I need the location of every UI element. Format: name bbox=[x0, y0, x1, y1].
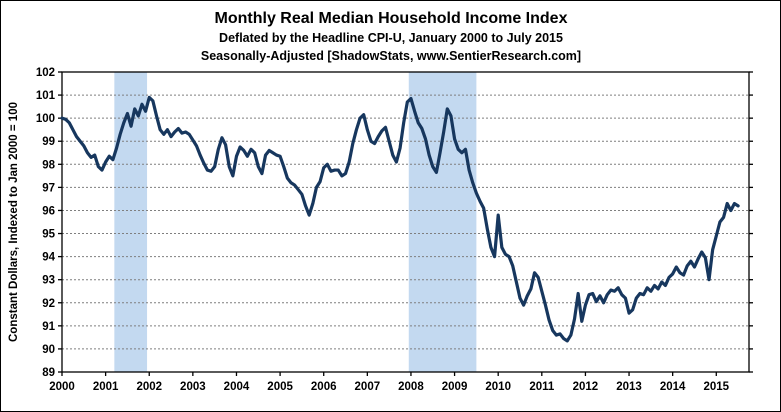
x-tick-label: 2001 bbox=[93, 381, 119, 393]
x-tick-label: 2007 bbox=[355, 381, 381, 393]
y-tick-label: 101 bbox=[36, 90, 56, 102]
y-axis-title: Constant Dollars, Indexed to Jan 2000 = … bbox=[8, 102, 20, 342]
x-tick-label: 2006 bbox=[311, 381, 337, 393]
y-tick-label: 99 bbox=[42, 136, 55, 148]
x-tick-label: 2012 bbox=[573, 381, 599, 393]
recession-band bbox=[408, 72, 477, 372]
y-tick-label: 102 bbox=[36, 67, 55, 79]
chart-subtitle-line1: Deflated by the Headline CPI-U, January … bbox=[219, 31, 563, 45]
x-tick-label: 2004 bbox=[224, 381, 250, 393]
y-tick-label: 90 bbox=[42, 344, 55, 356]
chart-title: Monthly Real Median Household Income Ind… bbox=[215, 10, 568, 27]
y-tick-label: 97 bbox=[42, 182, 55, 194]
x-tick-label: 2013 bbox=[616, 381, 642, 393]
x-tick-label: 2003 bbox=[180, 381, 206, 393]
y-tick-label: 89 bbox=[42, 367, 55, 379]
y-tick-label: 91 bbox=[42, 321, 55, 333]
y-axis: 89 90 91 92 93 94 95 96 97 98 99 100 101 102 bbox=[36, 67, 753, 379]
income-line bbox=[60, 95, 740, 343]
x-tick-label: 2008 bbox=[398, 381, 424, 393]
y-tick-label: 100 bbox=[36, 113, 55, 125]
y-tick-label: 92 bbox=[42, 298, 55, 310]
x-tick-label: 2000 bbox=[49, 381, 75, 393]
y-tick-label: 93 bbox=[42, 275, 55, 287]
x-axis: 2000 2001 2002 2003 2004 2005 2006 2007 2008 2009… bbox=[49, 372, 730, 393]
recession-band bbox=[114, 72, 148, 372]
x-tick-label: 2015 bbox=[703, 381, 729, 393]
x-tick-label: 2002 bbox=[136, 381, 162, 393]
y-tick-label: 98 bbox=[42, 159, 55, 171]
y-tick-label: 95 bbox=[42, 229, 55, 241]
y-tick-label: 96 bbox=[42, 205, 55, 217]
x-tick-label: 2010 bbox=[485, 381, 511, 393]
recession-bands bbox=[114, 72, 477, 372]
y-tick-label: 94 bbox=[42, 252, 55, 264]
chart-subtitle-line2: Seasonally-Adjusted [ShadowStats, www.Se… bbox=[201, 49, 581, 63]
x-tick-label: 2011 bbox=[529, 381, 555, 393]
x-tick-label: 2014 bbox=[660, 381, 686, 393]
plot-border bbox=[61, 71, 750, 373]
x-tick-label: 2005 bbox=[267, 381, 293, 393]
x-tick-label: 2009 bbox=[442, 381, 468, 393]
